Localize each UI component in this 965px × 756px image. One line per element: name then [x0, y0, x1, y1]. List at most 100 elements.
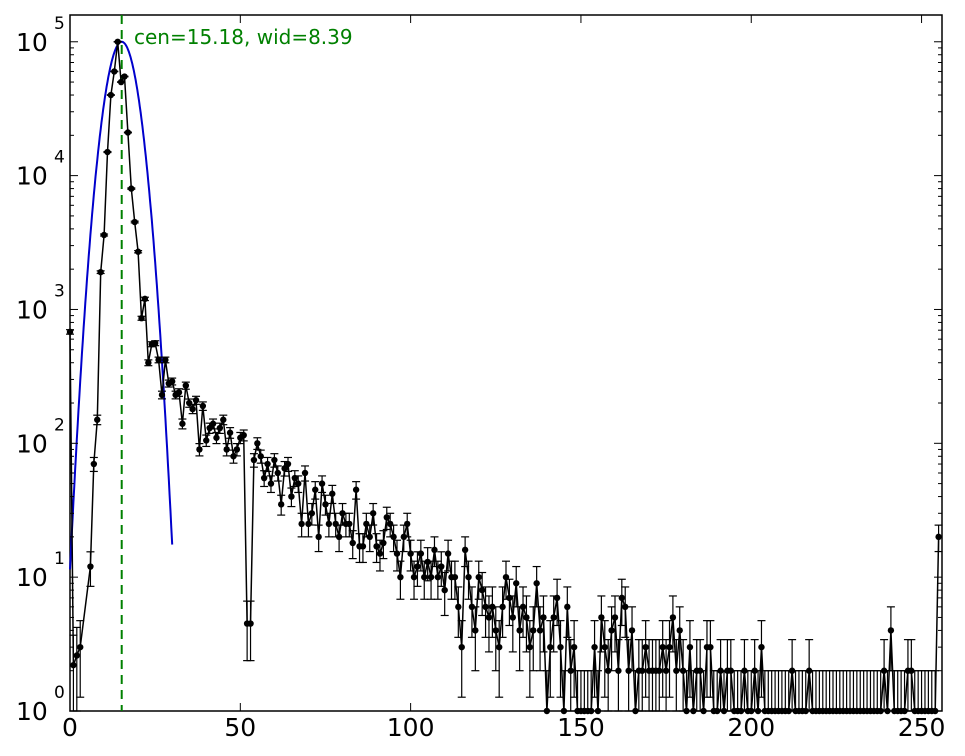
data-point — [223, 446, 230, 453]
data-point — [349, 539, 356, 547]
data-point — [179, 420, 186, 427]
x-tick-label-50: 50 — [224, 713, 256, 742]
data-point — [410, 573, 418, 581]
data-point — [312, 486, 319, 493]
data-point — [77, 643, 84, 651]
data-point — [366, 533, 373, 541]
data-point — [587, 707, 595, 715]
data-point — [461, 546, 469, 554]
data-point — [499, 603, 506, 611]
data-point — [206, 424, 213, 432]
data-point — [114, 38, 121, 45]
data-point — [151, 339, 159, 347]
data-point — [260, 474, 268, 482]
data-point — [656, 667, 663, 674]
y-tick-exponent-3: 3 — [54, 281, 65, 301]
data-point — [192, 396, 200, 404]
data-point — [363, 520, 370, 528]
data-point — [66, 328, 74, 336]
data-point — [700, 707, 707, 715]
data-point — [318, 480, 326, 487]
data-point — [594, 707, 602, 715]
data-point — [373, 543, 380, 550]
data-point — [386, 520, 394, 528]
data-point — [564, 603, 571, 611]
data-point — [628, 627, 636, 634]
data-point — [427, 573, 435, 581]
data-point — [352, 486, 360, 493]
y-tick-exponent-4: 4 — [54, 148, 65, 168]
x-tick-label-250: 250 — [898, 713, 946, 742]
data-point — [608, 627, 615, 634]
data-point — [707, 643, 714, 651]
data-point — [380, 539, 387, 547]
data-point — [104, 148, 111, 156]
data-point — [676, 627, 683, 634]
y-tick-label-0: 10 — [16, 697, 48, 726]
y-tick-label-5: 10 — [16, 28, 48, 57]
data-point — [417, 550, 425, 557]
data-point — [523, 614, 530, 621]
data-point — [611, 614, 619, 621]
data-point — [254, 440, 261, 447]
x-tick-label-100: 100 — [387, 713, 435, 742]
data-point — [346, 520, 353, 528]
data-point — [669, 614, 677, 621]
data-point — [182, 382, 190, 389]
data-point — [509, 614, 517, 621]
data-point — [117, 78, 125, 86]
data-point — [124, 129, 132, 136]
data-point — [482, 603, 489, 611]
data-point — [884, 707, 891, 715]
data-point — [233, 446, 241, 453]
x-tick-label-0: 0 — [62, 713, 78, 742]
data-point — [434, 573, 442, 581]
y-tick-label-3: 10 — [16, 295, 48, 324]
data-point — [887, 627, 895, 634]
data-point — [414, 563, 421, 570]
data-point — [288, 493, 295, 500]
data-point — [639, 667, 646, 674]
data-point — [73, 652, 81, 659]
data-point — [455, 603, 462, 611]
data-point — [168, 378, 176, 385]
data-point — [121, 73, 128, 80]
data-point — [492, 627, 499, 634]
data-point — [458, 643, 465, 651]
data-point — [441, 586, 448, 594]
data-point — [615, 667, 622, 674]
data-point — [526, 643, 534, 651]
data-point — [226, 429, 234, 436]
data-point — [683, 707, 690, 715]
data-point — [128, 185, 135, 192]
data-point — [478, 586, 486, 594]
data-point — [209, 420, 217, 427]
y-tick-exponent-0: 0 — [54, 683, 65, 703]
data-point — [495, 643, 503, 651]
data-point — [155, 356, 162, 364]
data-point — [465, 573, 472, 581]
data-point — [533, 580, 540, 587]
data-point — [666, 643, 673, 651]
data-point — [315, 533, 322, 541]
data-point — [213, 434, 220, 441]
data-point — [475, 573, 482, 581]
y-tick-exponent-2: 2 — [54, 415, 65, 435]
data-point — [274, 469, 281, 477]
data-point — [220, 416, 227, 423]
data-point — [301, 469, 309, 477]
data-point — [424, 558, 431, 566]
data-point — [271, 456, 278, 464]
data-point — [325, 520, 333, 528]
data-point — [97, 268, 104, 276]
data-point — [622, 603, 629, 611]
y-tick-exponent-5: 5 — [54, 14, 65, 34]
data-point — [519, 603, 527, 611]
data-point — [390, 533, 397, 541]
data-point — [642, 643, 649, 651]
data-point — [383, 514, 390, 521]
data-point — [438, 563, 445, 570]
data-point — [567, 667, 574, 674]
data-point — [598, 614, 605, 621]
data-point — [250, 456, 258, 464]
